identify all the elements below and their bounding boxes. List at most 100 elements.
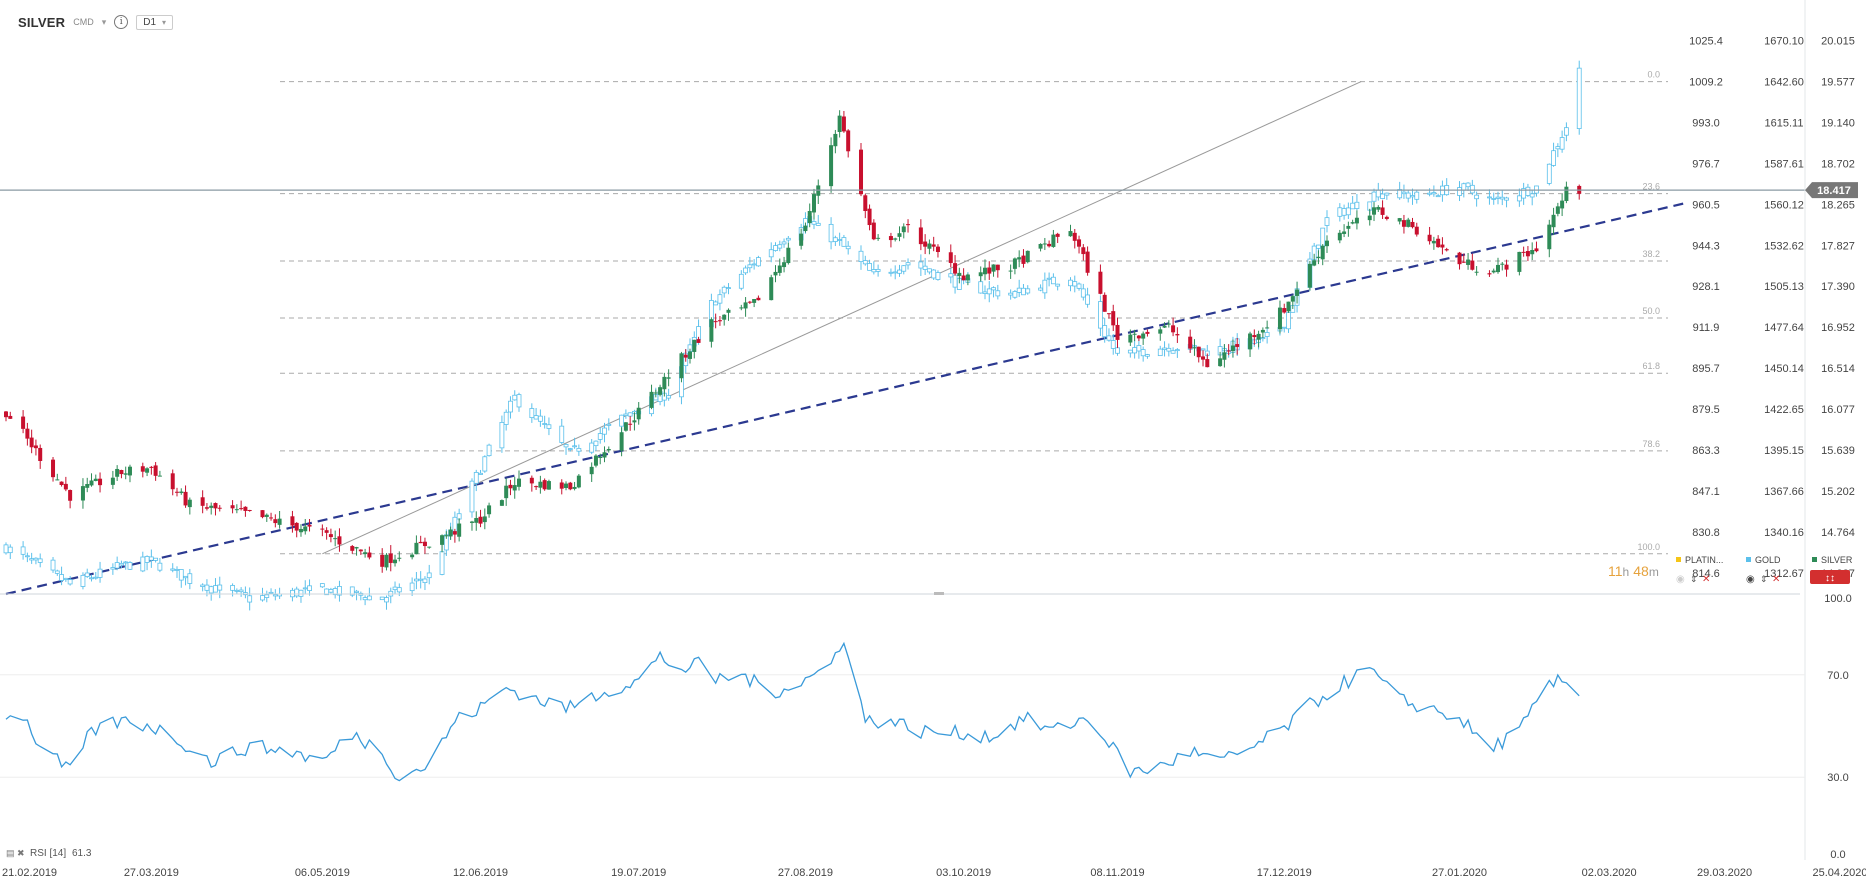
sort-icon[interactable]: ⇕ bbox=[1760, 574, 1768, 584]
trendline-dashed[interactable] bbox=[5, 201, 1687, 596]
gold-candle bbox=[1042, 279, 1048, 294]
date-axis-tick: 29.03.2020 bbox=[1697, 867, 1752, 879]
info-icon[interactable]: i bbox=[114, 15, 129, 29]
timeframe-select[interactable]: D1 ▾ bbox=[136, 14, 174, 30]
silver-candle bbox=[358, 549, 363, 552]
silver-candle bbox=[1307, 263, 1312, 288]
gold-candle bbox=[756, 257, 761, 267]
silver-candle bbox=[1491, 270, 1496, 273]
gold-candle bbox=[1264, 332, 1270, 337]
rsi-levels: 100.0 70.0 30.0 0.0 bbox=[0, 593, 1852, 861]
silver-candle bbox=[1440, 244, 1445, 248]
silver-candle bbox=[602, 452, 607, 458]
gold-candle bbox=[1487, 196, 1492, 199]
instrument-dropdown-icon[interactable]: ▾ bbox=[101, 16, 107, 27]
instrument-legend[interactable]: PLATIN...◉ ⇕ ✕GOLD◉ ⇕ ✕SILVER↕↕ bbox=[1676, 555, 1853, 585]
gold-candle bbox=[127, 562, 133, 570]
silver-candle bbox=[1500, 263, 1505, 265]
rsi-axis-tick: 0.0 bbox=[1830, 849, 1845, 861]
rsi-panel[interactable]: 100.0 70.0 30.0 0.0 bbox=[0, 593, 1852, 861]
silver-candle bbox=[303, 526, 308, 532]
gold-candle bbox=[597, 433, 603, 440]
silver-candle bbox=[269, 517, 274, 519]
price-panel[interactable]: 0.0 23.6 38.2 50.0 61.8 78.6 100.0 bbox=[0, 60, 1805, 611]
gold-candle bbox=[486, 444, 492, 457]
gold-candle bbox=[623, 413, 629, 416]
gold-candle bbox=[713, 301, 719, 306]
silver-candle bbox=[388, 553, 393, 563]
gold-candle bbox=[482, 456, 488, 472]
close-icon[interactable]: ✕ bbox=[1772, 574, 1780, 585]
rsi-settings-icon[interactable]: ▤ ✖ bbox=[6, 848, 25, 858]
silver-candle bbox=[1414, 226, 1419, 235]
gold-candle bbox=[1405, 192, 1411, 199]
silver-candle bbox=[1474, 271, 1479, 273]
gold-candle bbox=[1491, 198, 1497, 200]
trendline-thin[interactable] bbox=[322, 81, 1362, 555]
silver-candle bbox=[1218, 358, 1223, 367]
silver-candle bbox=[1354, 217, 1359, 224]
rsi-indicator-label[interactable]: ▤ ✖ RSI [14] 61.3 bbox=[6, 848, 92, 859]
legend-name[interactable]: PLATIN... bbox=[1685, 555, 1723, 565]
gold-candle bbox=[888, 271, 894, 274]
legend-name[interactable]: SILVER bbox=[1821, 555, 1853, 565]
silver-candle bbox=[1175, 334, 1180, 336]
price-axis-tick-2: 1450.14 bbox=[1764, 363, 1804, 375]
silver-candle bbox=[1055, 233, 1060, 237]
gold-candle bbox=[978, 281, 984, 294]
panel-resize-handle[interactable] bbox=[934, 592, 944, 595]
gold-candle bbox=[892, 271, 898, 274]
candles-icon[interactable] bbox=[1810, 570, 1850, 584]
silver-candle bbox=[25, 428, 30, 439]
gold-candle bbox=[307, 585, 312, 591]
date-axis[interactable]: 21.02.2019 27.03.2019 06.05.2019 12.06.2019… bbox=[2, 867, 1866, 879]
eye-icon[interactable]: ◉ bbox=[1746, 574, 1755, 585]
gold-candle bbox=[593, 440, 599, 447]
silver-candle bbox=[803, 225, 808, 232]
gold-candle bbox=[183, 575, 188, 579]
eye-icon[interactable]: ◉ bbox=[1676, 574, 1685, 585]
silver-candle bbox=[991, 264, 996, 272]
silver-candle bbox=[209, 505, 214, 508]
silver-candle bbox=[773, 271, 778, 276]
silver-candle bbox=[320, 528, 325, 530]
legend-name[interactable]: GOLD bbox=[1755, 555, 1781, 565]
gold-candle bbox=[84, 572, 90, 577]
silver-candle bbox=[1158, 329, 1163, 334]
instrument-type: CMD bbox=[73, 17, 94, 27]
silver-candles bbox=[4, 110, 1582, 573]
silver-candle bbox=[948, 252, 953, 263]
instrument-symbol[interactable]: SILVER bbox=[18, 14, 66, 30]
gold-candle bbox=[871, 269, 877, 273]
price-axis-tick-2: 1395.15 bbox=[1764, 445, 1804, 457]
gold-candle bbox=[567, 448, 573, 450]
fib-label: 61.8 bbox=[1642, 361, 1660, 371]
gold-candle bbox=[50, 559, 56, 571]
silver-candle bbox=[1141, 333, 1146, 339]
silver-candle bbox=[29, 437, 34, 448]
silver-candle bbox=[277, 518, 282, 525]
close-icon[interactable]: ✕ bbox=[1702, 574, 1710, 585]
price-axis-tick-1: 1009.2 bbox=[1689, 77, 1723, 89]
silver-candle bbox=[247, 509, 252, 511]
candles-glyph: ↕↕ bbox=[1825, 573, 1835, 584]
fib-label: 23.6 bbox=[1642, 182, 1660, 192]
silver-candle bbox=[1342, 231, 1347, 234]
gold-candle bbox=[986, 288, 992, 295]
silver-candle bbox=[841, 116, 846, 132]
silver-candle bbox=[1547, 224, 1552, 250]
price-axes[interactable]: 1025.4 1670.10 20.015 1009.2 1642.60 19.577 99… bbox=[1689, 0, 1855, 860]
silver-candle bbox=[140, 466, 145, 472]
gold-candle bbox=[1038, 287, 1043, 291]
fibonacci-levels: 0.0 23.6 38.2 50.0 61.8 78.6 100.0 bbox=[280, 70, 1668, 555]
gold-candle bbox=[576, 448, 582, 452]
gold-candle bbox=[1316, 244, 1321, 249]
price-axis-tick-1: 814.6 bbox=[1692, 568, 1720, 580]
gold-candle bbox=[1050, 276, 1056, 285]
gold-candle bbox=[174, 569, 180, 571]
price-axis-tick-3: 17.827 bbox=[1821, 240, 1855, 252]
candle-countdown: 11h 48m bbox=[1608, 563, 1659, 579]
gold-candle bbox=[1162, 347, 1167, 350]
sort-icon[interactable]: ⇕ bbox=[1690, 574, 1698, 584]
